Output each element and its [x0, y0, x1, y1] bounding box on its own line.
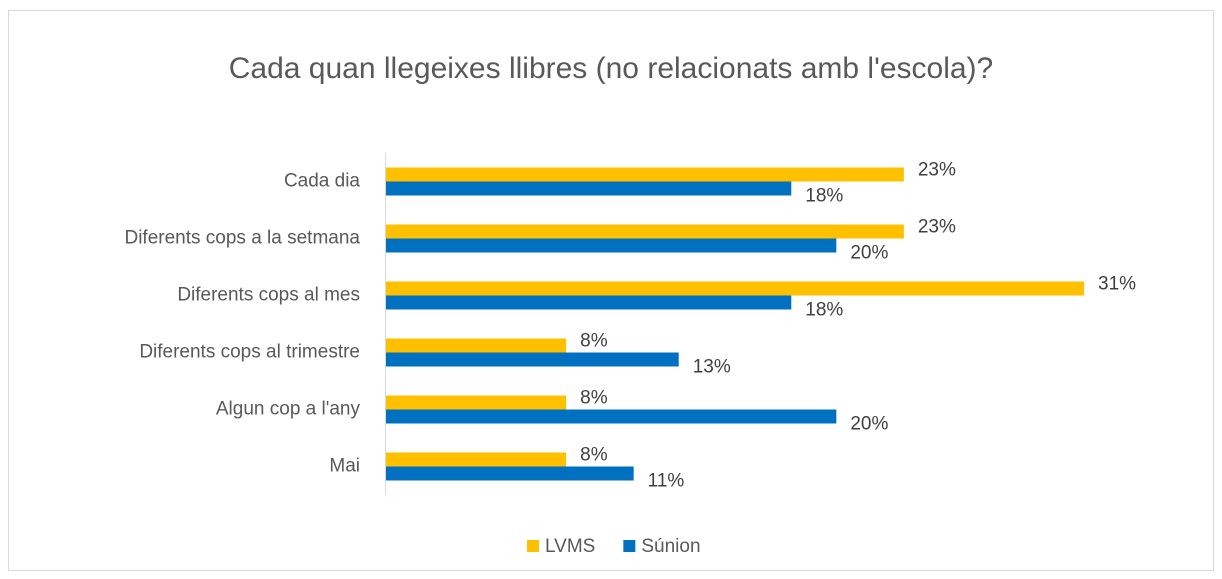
legend-label: LVMS [545, 536, 595, 557]
data-label: 23% [918, 217, 956, 238]
data-label: 13% [693, 357, 731, 378]
bar [386, 281, 1084, 296]
y-tick-label: Diferents cops a la setmana [124, 228, 360, 249]
bar [386, 338, 567, 353]
data-label: 18% [805, 300, 843, 321]
data-label: 8% [580, 331, 608, 352]
data-label: 23% [918, 160, 956, 181]
y-tick-label: Cada dia [284, 171, 360, 192]
bar [386, 452, 567, 467]
bar [386, 295, 792, 310]
y-tick-label: Mai [329, 456, 360, 477]
bar [386, 466, 634, 481]
bar [386, 352, 679, 367]
y-tick-label: Algun cop a l'any [216, 399, 361, 420]
y-tick-label: Diferents cops al mes [177, 285, 360, 306]
bar [386, 409, 837, 424]
data-label: 8% [580, 445, 608, 466]
data-label: 31% [1098, 274, 1136, 295]
data-label: 20% [850, 414, 888, 435]
y-tick-label: Diferents cops al trimestre [139, 342, 360, 363]
bar [386, 224, 904, 239]
data-label: 11% [648, 471, 685, 492]
legend-swatch [527, 540, 539, 552]
bar [386, 238, 837, 253]
data-label: 20% [850, 243, 888, 264]
bar [386, 181, 792, 196]
chart-title: Cada quan llegeixes llibres (no relacion… [229, 52, 993, 85]
data-label: 18% [805, 186, 843, 207]
data-label: 8% [580, 388, 608, 409]
legend-label: Súnion [641, 536, 700, 557]
bar [386, 167, 904, 182]
bar [386, 395, 567, 410]
legend-swatch [623, 540, 636, 552]
